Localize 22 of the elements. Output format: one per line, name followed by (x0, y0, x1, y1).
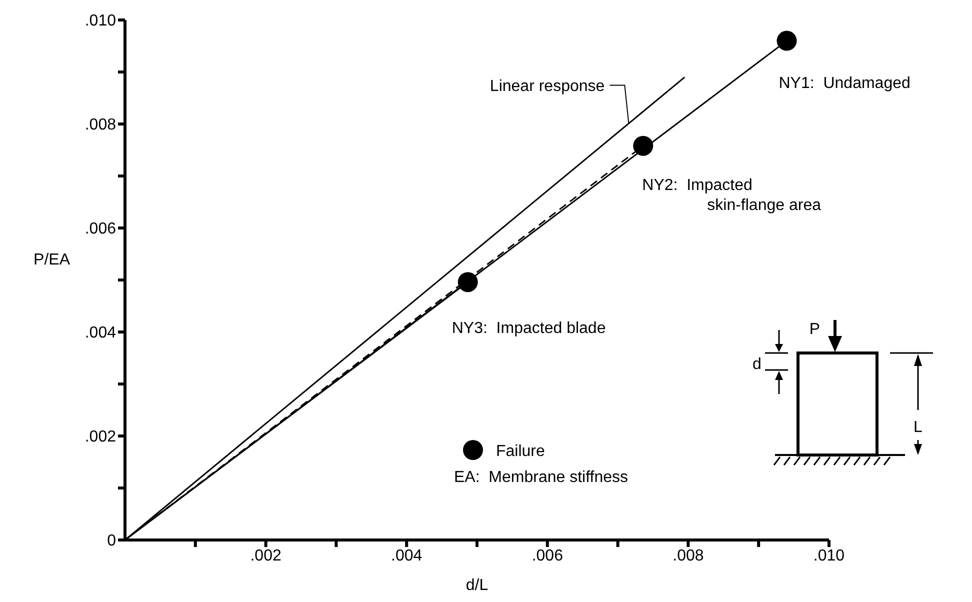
annotation: d (752, 356, 762, 373)
text: Linear response (490, 78, 605, 96)
legend-label: Failure (496, 443, 546, 460)
annotation: P (809, 321, 820, 338)
y-axis-title: P/EA (34, 251, 70, 268)
y-tick-label: .004 (84, 324, 116, 342)
x-tick-label: .008 (672, 547, 704, 564)
x-tick-label: .002 (250, 547, 282, 564)
y-tick-label: 0 (107, 532, 116, 550)
y-tick-label: .002 (84, 428, 116, 446)
x-tick-label: .010 (813, 547, 845, 564)
series-label: NY2: Impacted skin-flange area (642, 176, 822, 214)
series-label: NY3: Impacted blade (452, 320, 606, 338)
annotation: EA: Membrane stiffness (454, 469, 628, 486)
text: L (914, 419, 922, 436)
x-axis-title: d/L (466, 577, 488, 594)
x-tick-label: .004 (391, 547, 422, 564)
y-tick-label: .008 (84, 116, 116, 134)
series-label: NY1: Undamaged (778, 74, 910, 92)
y-tick-label: .010 (84, 12, 116, 30)
y-tick-label: .006 (84, 220, 116, 238)
x-tick-label: .006 (532, 547, 564, 564)
